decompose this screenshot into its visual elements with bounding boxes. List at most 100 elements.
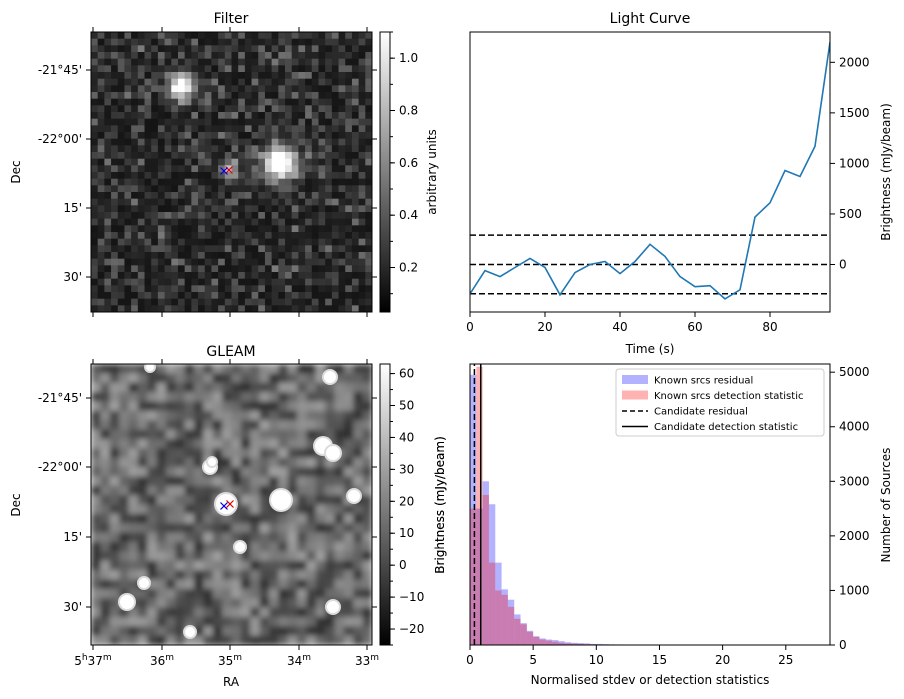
filter-pixel — [338, 198, 346, 206]
filter-pixel — [298, 212, 306, 220]
gleam-pixel — [353, 420, 364, 431]
filter-pixel — [204, 105, 212, 113]
filter-pixel — [177, 98, 186, 106]
gleam-pixel — [165, 551, 176, 562]
filter-pixel — [238, 158, 246, 166]
filter-pixel — [298, 292, 306, 300]
gleam-pixel — [297, 523, 307, 534]
gleam-pixel — [184, 560, 195, 571]
filter-pixel — [365, 65, 372, 73]
gleam-pixel — [203, 410, 214, 421]
filter-pixel — [358, 65, 366, 73]
filter-pixel — [358, 172, 366, 180]
gleam-pixel — [287, 504, 298, 515]
gleam-source — [120, 595, 134, 609]
filter-pixel — [251, 238, 259, 246]
histogram-bar — [501, 589, 508, 645]
gleam-pixel — [250, 616, 261, 627]
filter-pixel — [311, 112, 319, 120]
gleam-pixel — [353, 504, 364, 515]
filter-pixel — [365, 72, 372, 80]
gleam-pixel — [315, 495, 326, 505]
gleam-pixel — [287, 392, 298, 402]
lightcurve-y-tick-label: 1000 — [839, 156, 870, 170]
filter-pixel — [278, 265, 286, 273]
gleam-pixel — [137, 364, 148, 374]
filter-pixel — [171, 112, 179, 120]
gleam-pixel — [315, 364, 326, 374]
filter-pixel — [124, 152, 132, 160]
histogram-bar — [552, 640, 559, 645]
filter-pixel — [325, 132, 333, 140]
filter-colorbar-label: arbitrary units — [425, 129, 439, 215]
filter-pixel — [204, 98, 212, 106]
filter-pixel — [298, 52, 306, 60]
gleam-pixel — [175, 541, 186, 552]
filter-pixel — [285, 272, 293, 280]
gleam-pixel — [297, 513, 307, 524]
gleam-pixel — [203, 607, 214, 618]
colorbar-tick-label: 20 — [399, 494, 414, 508]
filter-pixel — [111, 152, 119, 160]
filter-pixel — [111, 238, 119, 246]
filter-pixel — [325, 78, 333, 86]
filter-pixel — [211, 265, 219, 273]
filter-pixel — [325, 152, 333, 160]
gleam-pixel — [315, 626, 326, 637]
filter-pixel — [144, 265, 152, 273]
filter-pixel — [117, 165, 125, 173]
filter-pixel — [184, 132, 192, 140]
gleam-pixel — [137, 541, 148, 552]
filter-pixel — [117, 85, 125, 93]
filter-pixel — [271, 98, 279, 106]
filter-pixel — [184, 238, 192, 246]
gleam-pixel — [353, 626, 364, 637]
histogram-bar — [495, 562, 502, 645]
filter-pixel — [345, 258, 353, 266]
filter-pixel — [97, 138, 105, 146]
filter-pixel — [231, 285, 239, 293]
filter-pixel — [224, 225, 232, 233]
gleam-title: GLEAM — [206, 344, 255, 360]
histogram-bar — [507, 599, 515, 645]
gleam-pixel — [109, 438, 120, 449]
filter-pixel — [271, 85, 279, 93]
gleam-pixel — [240, 457, 251, 468]
gleam-pixel — [297, 616, 307, 627]
filter-pixel — [244, 158, 252, 166]
filter-pixel — [325, 85, 333, 93]
filter-pixel — [251, 252, 259, 260]
filter-pixel — [218, 92, 226, 100]
filter-pixel — [351, 192, 360, 200]
filter-pixel — [157, 32, 165, 40]
filter-pixel — [264, 145, 273, 153]
filter-pixel — [164, 225, 172, 233]
filter-pixel — [271, 145, 279, 153]
histogram-ylabel: Number of Sources — [879, 448, 893, 563]
gleam-pixel — [137, 626, 148, 637]
gleam-pixel — [353, 382, 364, 393]
gleam-pixel — [165, 373, 176, 384]
filter-pixel — [198, 205, 206, 213]
filter-pixel — [91, 138, 99, 146]
filter-pixel — [291, 258, 299, 266]
filter-pixel — [137, 78, 145, 86]
filter-pixel — [177, 238, 186, 246]
filter-pixel — [258, 65, 266, 73]
gleam-pixel — [100, 476, 111, 487]
filter-pixel — [291, 78, 299, 86]
filter-pixel — [325, 52, 333, 60]
filter-pixel — [285, 78, 293, 86]
gleam-pixel — [165, 513, 176, 524]
gleam-pixel — [259, 513, 270, 524]
gleam-pixel — [109, 513, 120, 524]
gleam-pixel — [306, 607, 317, 618]
dec-tick-label: 30' — [63, 600, 82, 614]
gleam-pixel — [91, 541, 101, 552]
filter-pixel — [325, 232, 333, 240]
gleam-pixel — [156, 532, 167, 543]
gleam-pixel — [119, 485, 129, 496]
histogram-x-tick-label: 15 — [652, 653, 667, 667]
filter-pixel — [258, 152, 266, 160]
filter-pixel — [131, 38, 139, 46]
